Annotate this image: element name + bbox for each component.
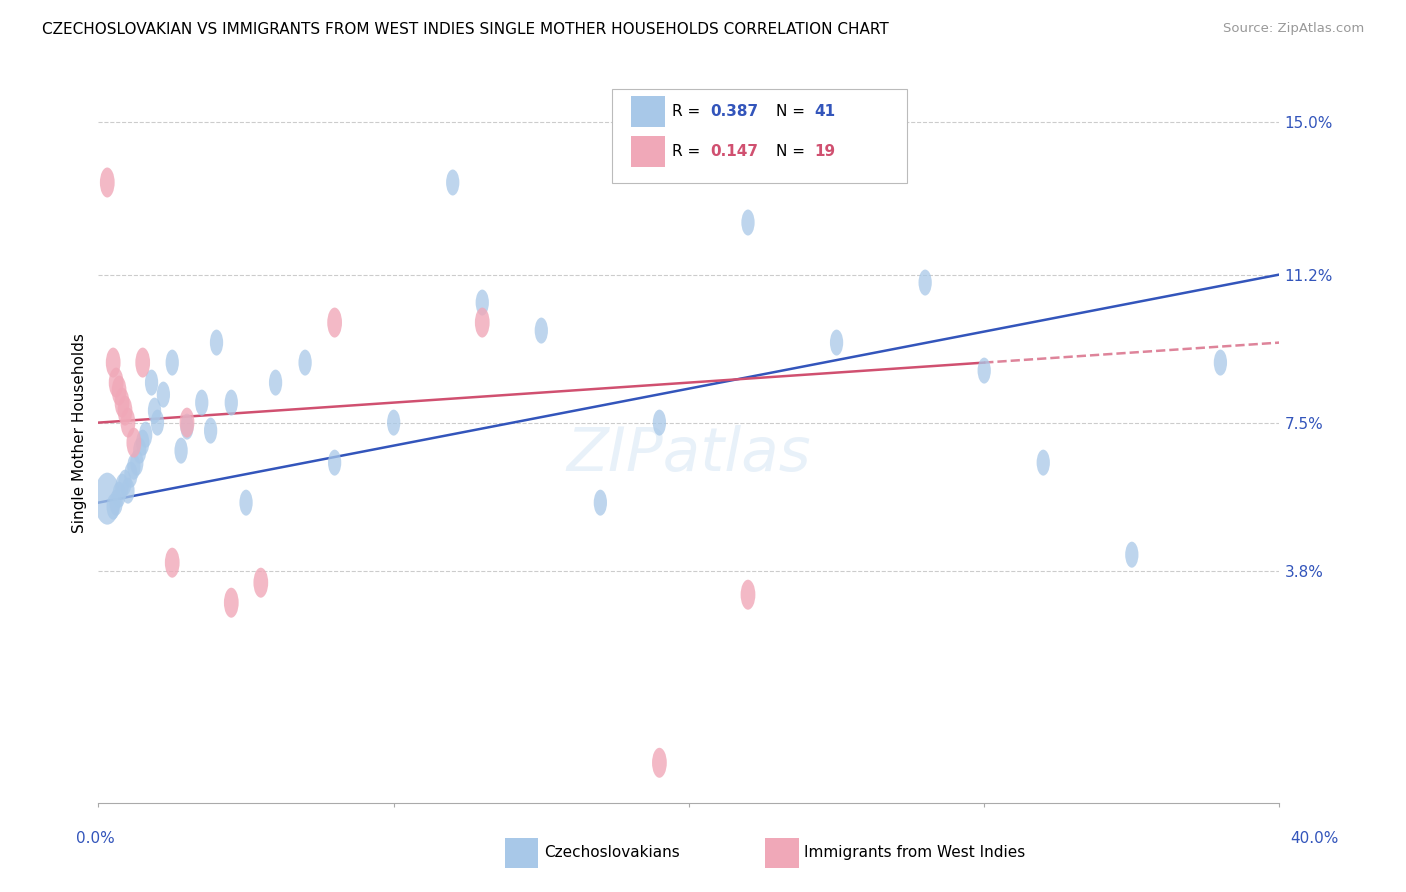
Text: 40.0%: 40.0% xyxy=(1291,831,1339,847)
Ellipse shape xyxy=(387,409,401,435)
Ellipse shape xyxy=(127,454,141,480)
Ellipse shape xyxy=(111,376,127,406)
Ellipse shape xyxy=(108,368,124,398)
Ellipse shape xyxy=(115,474,129,500)
Ellipse shape xyxy=(830,329,844,356)
Ellipse shape xyxy=(209,329,224,356)
Ellipse shape xyxy=(918,269,932,295)
Ellipse shape xyxy=(224,588,239,618)
Ellipse shape xyxy=(1036,450,1050,475)
Ellipse shape xyxy=(136,430,149,456)
Text: 0.387: 0.387 xyxy=(710,104,758,119)
Ellipse shape xyxy=(134,438,146,464)
Ellipse shape xyxy=(741,210,755,235)
Ellipse shape xyxy=(174,438,188,464)
Ellipse shape xyxy=(741,580,755,610)
Ellipse shape xyxy=(239,490,253,516)
Ellipse shape xyxy=(166,350,179,376)
Ellipse shape xyxy=(446,169,460,195)
Ellipse shape xyxy=(652,747,666,778)
Text: 0.147: 0.147 xyxy=(710,145,758,159)
Ellipse shape xyxy=(1125,541,1139,567)
Ellipse shape xyxy=(156,382,170,408)
Text: Source: ZipAtlas.com: Source: ZipAtlas.com xyxy=(1223,22,1364,36)
Ellipse shape xyxy=(1213,350,1227,376)
Text: N =: N = xyxy=(776,104,810,119)
Ellipse shape xyxy=(121,477,135,504)
Ellipse shape xyxy=(124,462,138,488)
Ellipse shape xyxy=(269,369,283,396)
Y-axis label: Single Mother Households: Single Mother Households xyxy=(72,333,87,533)
Ellipse shape xyxy=(94,473,121,524)
Ellipse shape xyxy=(105,348,121,377)
Ellipse shape xyxy=(180,408,194,438)
Ellipse shape xyxy=(165,548,180,578)
Text: 41: 41 xyxy=(814,104,835,119)
Ellipse shape xyxy=(652,409,666,435)
Ellipse shape xyxy=(977,358,991,384)
Ellipse shape xyxy=(100,168,115,197)
Text: 0.0%: 0.0% xyxy=(76,831,115,847)
Text: ZIPatlas: ZIPatlas xyxy=(567,425,811,484)
Ellipse shape xyxy=(127,427,141,458)
Ellipse shape xyxy=(475,308,489,337)
Ellipse shape xyxy=(253,567,269,598)
Text: 19: 19 xyxy=(814,145,835,159)
Ellipse shape xyxy=(107,493,120,520)
Ellipse shape xyxy=(534,318,548,343)
Ellipse shape xyxy=(145,369,159,396)
Text: Immigrants from West Indies: Immigrants from West Indies xyxy=(804,846,1025,860)
Ellipse shape xyxy=(118,469,132,496)
Text: CZECHOSLOVAKIAN VS IMMIGRANTS FROM WEST INDIES SINGLE MOTHER HOUSEHOLDS CORRELAT: CZECHOSLOVAKIAN VS IMMIGRANTS FROM WEST … xyxy=(42,22,889,37)
Ellipse shape xyxy=(118,395,132,425)
Ellipse shape xyxy=(195,390,208,416)
Ellipse shape xyxy=(139,422,152,448)
Ellipse shape xyxy=(475,290,489,316)
Ellipse shape xyxy=(180,414,194,440)
Ellipse shape xyxy=(204,417,218,443)
Text: Czechoslovakians: Czechoslovakians xyxy=(544,846,681,860)
Text: N =: N = xyxy=(776,145,810,159)
Text: R =: R = xyxy=(672,104,706,119)
Ellipse shape xyxy=(115,388,129,417)
Ellipse shape xyxy=(150,409,165,435)
Ellipse shape xyxy=(131,450,143,475)
Ellipse shape xyxy=(593,490,607,516)
Ellipse shape xyxy=(298,350,312,376)
Ellipse shape xyxy=(328,308,342,337)
Ellipse shape xyxy=(148,398,162,424)
Text: R =: R = xyxy=(672,145,706,159)
Ellipse shape xyxy=(110,490,122,516)
Ellipse shape xyxy=(135,348,150,377)
Ellipse shape xyxy=(121,408,135,438)
Ellipse shape xyxy=(225,390,238,416)
Ellipse shape xyxy=(328,450,342,475)
Ellipse shape xyxy=(112,482,125,508)
